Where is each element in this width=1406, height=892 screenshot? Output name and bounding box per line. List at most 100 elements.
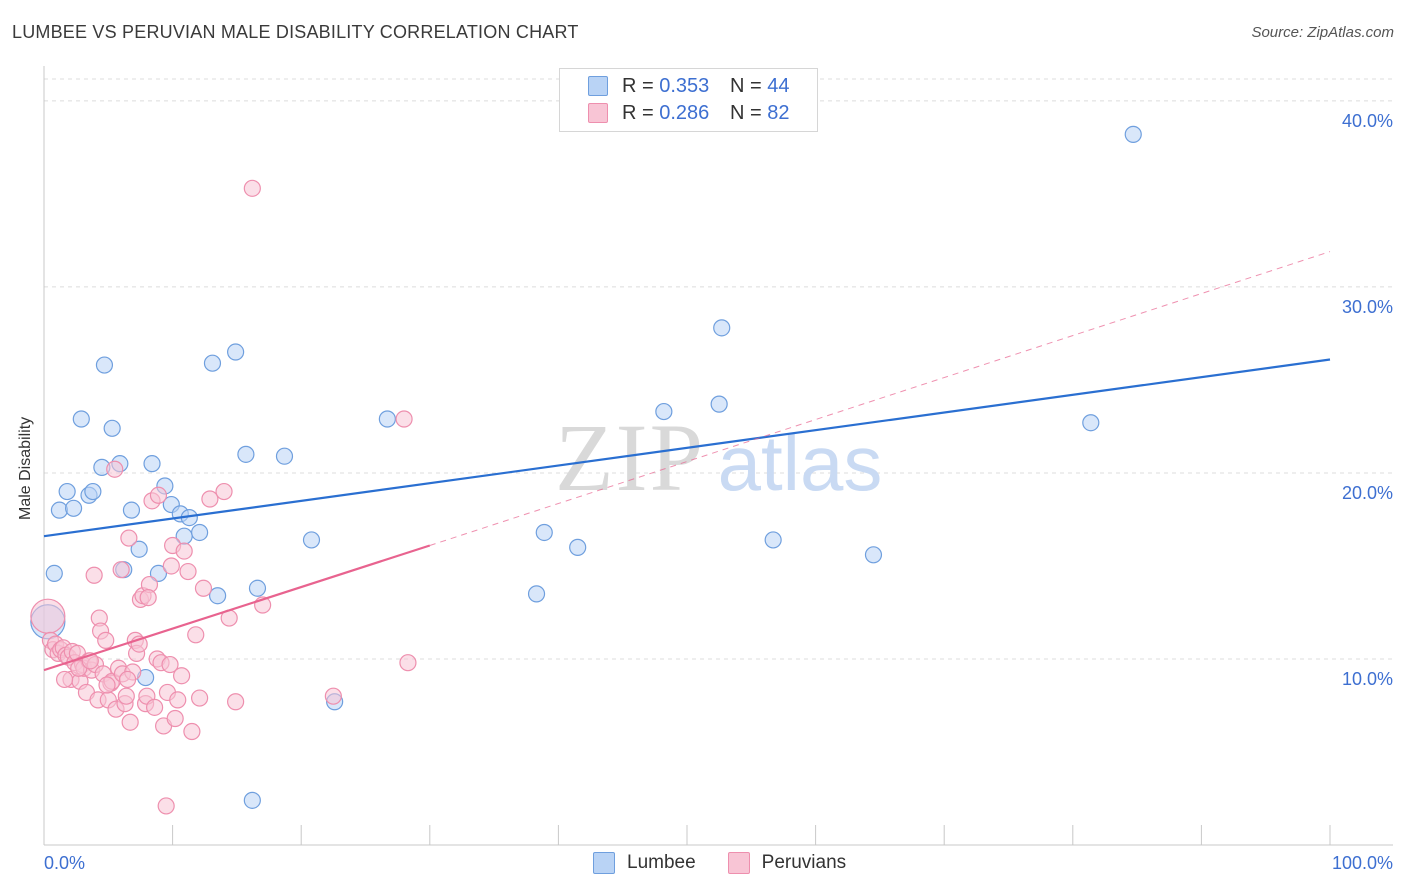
r-label: R =: [622, 74, 660, 97]
peruvian-point: [55, 670, 74, 689]
series-legend: Lumbee Peruvians: [593, 852, 878, 874]
lumbee-point: [130, 540, 148, 558]
y-tick-label: 10.0%: [1342, 669, 1393, 689]
peruvian-point: [173, 667, 191, 685]
peruvian-point: [179, 562, 197, 581]
n-value: 44: [767, 74, 790, 97]
lumbee-point: [569, 538, 587, 556]
peruvian-point: [139, 588, 157, 607]
lumbee-point: [143, 455, 161, 473]
peruvian-point: [201, 490, 219, 508]
peruvian-point: [106, 460, 124, 478]
lumbee-point: [764, 531, 782, 549]
lumbee-point: [535, 523, 553, 542]
lumbee-point: [122, 501, 141, 519]
lumbee-point: [275, 447, 294, 465]
lumbee-point: [227, 343, 245, 361]
peruvians-trend-extension: [429, 251, 1331, 546]
lumbee-point: [248, 579, 267, 597]
source-label: Source: ZipAtlas.com: [1251, 24, 1394, 41]
legend-label-peruvians: Peruvians: [761, 852, 847, 873]
lumbee-point: [149, 564, 168, 583]
lumbee-point: [72, 410, 90, 428]
peruvian-point: [118, 670, 137, 689]
n-label: N =: [730, 74, 768, 97]
data-points: [30, 125, 1142, 815]
lumbee-point: [1082, 414, 1100, 432]
chart-title: LUMBEE VS PERUVIAN MALE DISABILITY CORRE…: [12, 22, 579, 42]
x-tick-label: 100.0%: [1332, 853, 1393, 873]
y-tick-label: 20.0%: [1342, 483, 1393, 503]
watermark: ZIP atlas: [555, 404, 882, 511]
axes: [43, 66, 1393, 846]
peruvian-point: [215, 482, 233, 501]
lumbee-point: [95, 356, 114, 374]
n-value: 82: [767, 101, 790, 124]
lumbee-point: [103, 419, 121, 437]
r-label: R =: [622, 101, 660, 124]
peruvian-point: [191, 689, 209, 707]
watermark-zip: ZIP: [555, 404, 705, 511]
peruvian-point: [149, 486, 168, 504]
lumbee-point: [864, 546, 883, 564]
lumbee-point: [84, 482, 102, 501]
peruvian-point: [175, 542, 193, 560]
lumbee-point: [209, 587, 227, 605]
gridlines: [44, 78, 1393, 660]
peruvian-point: [243, 179, 261, 197]
lumbee-point: [64, 499, 83, 517]
y-tick-label: 30.0%: [1342, 297, 1393, 317]
x-tick-label: 0.0%: [44, 853, 85, 873]
lumbee-point: [45, 564, 63, 583]
lumbee-point: [203, 354, 222, 372]
peruvian-point: [187, 626, 205, 644]
peruvian-point: [157, 797, 175, 815]
legend-item-peruvians[interactable]: Peruvians: [727, 852, 847, 874]
tick-labels: 10.0% 20.0% 30.0% 40.0% 0.0% 100.0%: [44, 111, 1393, 873]
lumbee-point: [243, 791, 261, 809]
lumbee-point: [1124, 125, 1142, 143]
lumbee-point: [655, 402, 673, 421]
lumbee-point: [191, 523, 209, 542]
legend-row-peruvians: R = 0.286 N = 82: [560, 100, 790, 126]
peruvian-point: [120, 529, 138, 547]
peruvian-point: [395, 410, 413, 428]
correlation-legend: R = 0.353 N = 44 R = 0.286 N = 82: [559, 68, 818, 132]
watermark-atlas: atlas: [718, 419, 883, 507]
lumbee-point: [237, 445, 255, 463]
legend-label-lumbee: Lumbee: [627, 852, 696, 873]
peruvian-point: [98, 676, 116, 694]
lumbee-trend-line: [43, 358, 1331, 538]
lumbee-point: [58, 482, 76, 501]
peruvian-point: [162, 557, 180, 575]
peruvian-point: [97, 631, 115, 649]
peruvians-legend-swatch: [727, 852, 750, 874]
peruvian-point: [30, 598, 66, 634]
lumbee-swatch: [588, 76, 608, 96]
lumbee-point: [713, 319, 731, 337]
legend-item-lumbee[interactable]: Lumbee: [593, 852, 696, 874]
lumbee-point: [527, 585, 546, 603]
lumbee-point: [710, 395, 728, 413]
peruvian-point: [145, 698, 164, 716]
peruvian-point: [112, 561, 130, 579]
peruvian-point: [227, 693, 245, 711]
peruvians-trend-line: [43, 544, 431, 672]
peruvian-point: [166, 709, 184, 728]
peruvian-point: [121, 713, 139, 731]
trend-lines: [43, 251, 1331, 672]
peruvians-swatch: [588, 103, 608, 123]
n-label: N =: [730, 101, 768, 124]
lumbee-point: [50, 501, 69, 519]
peruvian-point: [324, 687, 342, 705]
peruvian-point: [117, 687, 135, 705]
peruvian-point: [85, 566, 103, 584]
peruvian-point: [183, 722, 201, 741]
r-value: 0.286: [659, 101, 710, 124]
peruvian-point: [194, 579, 213, 597]
lumbee-legend-swatch: [593, 852, 615, 874]
peruvian-point: [169, 691, 187, 709]
lumbee-point: [302, 531, 321, 549]
lumbee-point: [378, 410, 396, 428]
